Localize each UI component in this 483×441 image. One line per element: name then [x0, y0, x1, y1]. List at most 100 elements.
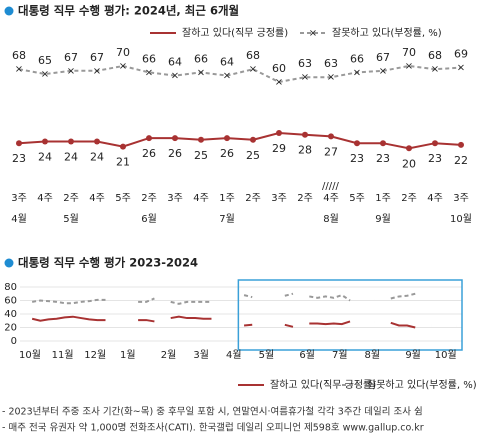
legend-label: 잘못하고 있다(부정률, %) [332, 26, 442, 39]
chart-title: 대통령 직무 수행 평가: 2024년, 최근 6개월 [18, 4, 239, 18]
x-tick-label: 3주 [271, 193, 287, 204]
point: × [405, 61, 413, 72]
x-tick-label: 2주 [141, 193, 157, 204]
month-label: 5월 [63, 213, 79, 225]
x-tick-label: 4주 [37, 193, 53, 204]
point: × [119, 61, 127, 72]
month-label: 6월 [141, 213, 157, 225]
series-line [31, 292, 457, 305]
legend-label: 잘하고 있다(직무 긍정률) [270, 378, 376, 391]
x-tick-label: 11월 [52, 349, 74, 361]
x-tick-label: 4주 [323, 193, 339, 204]
x-tick-label: 5주 [349, 193, 365, 204]
value-label: 67 [64, 51, 78, 64]
value-label: 25 [246, 149, 260, 162]
title-dot [4, 258, 14, 268]
x-tick-label: 9월 [405, 349, 421, 361]
point: × [197, 67, 205, 78]
point [94, 138, 100, 145]
x-tick-label: 3주 [167, 193, 183, 204]
value-label: 68 [246, 49, 260, 62]
point [432, 140, 438, 147]
point: × [249, 64, 257, 75]
value-label: 23 [12, 152, 26, 165]
point: × [457, 63, 465, 74]
value-label: 65 [38, 54, 52, 67]
value-label: 26 [142, 147, 156, 160]
value-label: 70 [116, 46, 130, 59]
value-label: 24 [90, 151, 104, 164]
value-label: 23 [376, 152, 390, 165]
x-tick-label: 2주 [245, 193, 261, 204]
x-tick-label: 3주 [11, 193, 27, 204]
value-label: 64 [168, 56, 182, 69]
value-label: 25 [194, 149, 208, 162]
point: × [223, 71, 231, 82]
point [68, 138, 74, 145]
month-label: 4월 [11, 213, 27, 225]
x-tick-label: 10월 [19, 349, 41, 361]
point [354, 140, 360, 147]
month-label: 9월 [375, 213, 391, 225]
value-label: 20 [402, 157, 416, 170]
value-label: 64 [220, 56, 234, 69]
point [16, 140, 22, 147]
value-label: 63 [324, 57, 338, 70]
point [146, 135, 152, 142]
point: × [301, 72, 309, 83]
series-line [18, 64, 462, 84]
point: × [41, 69, 49, 80]
value-label: 27 [324, 145, 338, 158]
value-label: 69 [454, 48, 468, 61]
month-label: 7월 [219, 213, 235, 225]
point: × [379, 66, 387, 77]
point [458, 141, 464, 148]
value-label: 67 [376, 51, 390, 64]
highlight-box [237, 279, 463, 351]
point: × [67, 66, 75, 77]
x-tick-label: 4월 [226, 349, 242, 361]
point [250, 136, 256, 143]
y-tick-label: 20 [4, 323, 17, 334]
legend-marker: × [309, 28, 317, 39]
point [328, 133, 334, 140]
value-label: 26 [220, 147, 234, 160]
x-tick-label: 4주 [89, 193, 105, 204]
value-label: 66 [194, 52, 208, 65]
x-tick-label: 2월 [161, 349, 177, 361]
x-tick-label: 1주 [219, 193, 235, 204]
point [276, 130, 282, 136]
point [198, 136, 204, 143]
point [172, 135, 178, 142]
value-label: 66 [142, 52, 156, 65]
point: × [353, 67, 361, 78]
x-tick-label: 2주 [63, 193, 79, 204]
month-label: 10월 [450, 213, 472, 225]
point: × [15, 64, 23, 75]
series-line [31, 315, 457, 329]
x-tick-label: 3주 [453, 193, 469, 204]
value-label: 23 [350, 152, 364, 165]
x-tick-label: 8월 [365, 349, 381, 361]
value-label: 66 [350, 52, 364, 65]
x-tick-label: 10월 [435, 349, 457, 361]
point [302, 131, 308, 138]
x-tick-label: 6월 [299, 349, 315, 361]
point: × [327, 72, 335, 83]
value-label: 23 [428, 152, 442, 165]
point [42, 138, 48, 145]
y-tick-label: 0 [11, 336, 17, 347]
point: × [431, 64, 439, 75]
x-tick-label: 2주 [401, 193, 417, 204]
x-tick-label: 1주 [375, 193, 391, 204]
point: × [93, 66, 101, 77]
legend-label: 잘못하고 있다(부정률, %) [367, 378, 477, 391]
x-tick-label: 2주 [297, 193, 313, 204]
value-label: 29 [272, 142, 286, 155]
point [406, 145, 412, 152]
value-label: 26 [168, 147, 182, 160]
y-tick-label: 80 [4, 282, 17, 293]
x-tick-label: 1월 [120, 349, 136, 361]
x-tick-label: 4주 [193, 193, 209, 204]
